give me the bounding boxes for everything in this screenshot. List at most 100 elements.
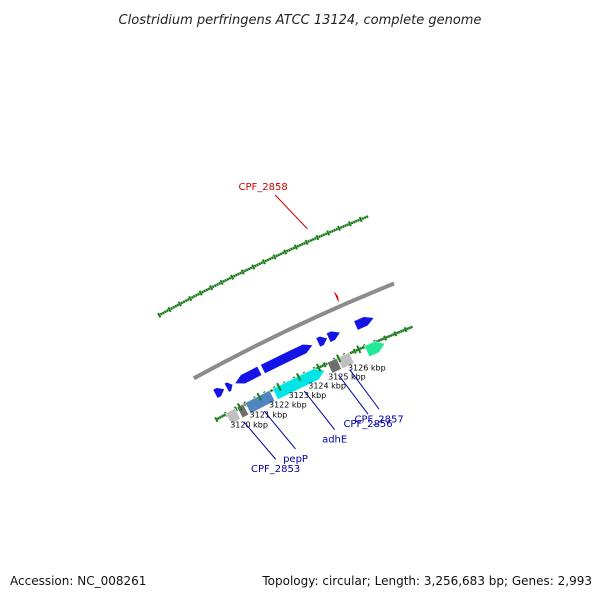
outer-ring-mark (283, 249, 288, 255)
outer-ring-mark (290, 247, 294, 251)
outer-ring-mark (285, 249, 289, 253)
outer-ring-mark (197, 292, 201, 296)
kbp-tick (256, 392, 262, 401)
inner-ring-mark (218, 415, 222, 419)
pepp-label: pepP (283, 454, 308, 465)
outer-ring-mark (304, 239, 309, 246)
outer-ring-mark (226, 277, 230, 281)
outer-ring-mark (219, 279, 224, 286)
outer-ring-mark (311, 237, 315, 242)
inner-ring-mark (381, 337, 385, 341)
outer-ring-mark (222, 279, 226, 283)
outer-ring-mark (228, 276, 232, 280)
kbp-tick (356, 345, 362, 354)
outer-ring-mark (237, 272, 240, 276)
outer-ring-mark (324, 232, 328, 236)
inner-ring-mark (383, 335, 388, 341)
outer-ring-mark (277, 253, 281, 257)
kbp-label: 3122 kbp (269, 401, 307, 410)
outer-ring-mark (245, 268, 249, 272)
outer-ring-mark (258, 262, 262, 266)
outer-ring-mark (174, 304, 178, 308)
gene-cpf-2857-cog-arrow (337, 352, 355, 370)
inner-ring-mark (322, 362, 327, 368)
cpf-2857-label: CPF_2857 (355, 414, 404, 425)
inner-ring-mark (349, 351, 353, 355)
inner-ring-mark (395, 331, 399, 335)
gene-cpf-2858-trna-arrow (333, 291, 340, 303)
inner-ring-mark (387, 334, 391, 338)
inner-ring-mark (385, 335, 389, 339)
gene-unnamed-cog-arrow (364, 341, 386, 358)
inner-ring-mark (397, 330, 401, 334)
outer-ring-mark (243, 269, 247, 273)
inner-ring-mark (406, 327, 409, 331)
outer-ring-mark (335, 227, 339, 231)
gene-cpf-2856-cds-arrow (315, 335, 328, 348)
outer-ring-mark (352, 220, 356, 224)
kbp-tick (316, 363, 322, 372)
outer-ring-mark (270, 256, 274, 260)
outer-ring-mark (256, 263, 259, 267)
kbp-label: 3125 kbp (328, 373, 366, 382)
outer-ring-mark (184, 299, 188, 303)
map-title: Clostridium perfringens ATCC 13124, comp… (119, 13, 482, 28)
outer-ring-mark (239, 271, 243, 275)
outer-ring-mark (264, 259, 268, 263)
outer-ring-mark (279, 252, 283, 256)
kbp-tick (276, 382, 282, 391)
outer-ring-mark (218, 281, 221, 286)
accession-text: Accession: NC_008261 (10, 574, 147, 588)
backbone-ring (192, 281, 395, 381)
inner-ring-mark (391, 333, 395, 337)
outer-ring-mark (207, 287, 211, 291)
outer-ring-mark (253, 264, 257, 268)
outer-ring-mark (161, 311, 165, 315)
inner-ring-mark (325, 362, 329, 366)
outer-ring-mark (333, 228, 337, 232)
cpf-2853-label: CPF_2853 (251, 464, 300, 475)
inner-ring-mark (389, 333, 393, 338)
outer-ring-mark (357, 218, 360, 222)
outer-ring-mark (266, 258, 270, 262)
outer-ring-mark (347, 221, 352, 227)
outer-ring-mark (195, 293, 198, 297)
outer-ring-mark (209, 285, 214, 291)
feature-arrows (212, 291, 386, 425)
outer-ring-mark (188, 295, 193, 302)
outer-ring-mark (176, 303, 180, 307)
outer-ring-mark (192, 294, 196, 298)
outer-ring-mark (224, 278, 228, 282)
kbp-label: 3120 kbp (230, 421, 268, 430)
inner-ring-mark (220, 414, 224, 418)
outer-ring-mark (365, 215, 369, 219)
outer-ring-mark (205, 288, 209, 292)
outer-ring-mark (268, 257, 272, 261)
outer-ring-mark (293, 244, 298, 250)
outer-ring-mark (363, 216, 367, 220)
outer-ring-mark (298, 243, 302, 247)
outer-ring-mark (272, 254, 277, 260)
outer-ring-mark (358, 216, 363, 223)
inner-ring-mark (214, 416, 219, 423)
gene-cpf-2853-cds-arrow (212, 387, 226, 399)
outer-ring-mark (288, 248, 291, 252)
inner-ring-mark (321, 364, 325, 368)
inner-ring-mark (355, 348, 359, 352)
genome-summary-text: Topology: circular; Length: 3,256,683 bp… (262, 574, 592, 588)
outer-ring-mark (198, 290, 203, 296)
backbone-arc (192, 281, 395, 381)
inner-ring-mark (216, 416, 220, 421)
outer-ring-mark (240, 269, 245, 275)
cpf-2856-leader-line (338, 374, 369, 415)
outer-ring-mark (309, 238, 313, 242)
cpf-2857-leader-line (349, 369, 380, 410)
outer-ring-mark (315, 234, 320, 241)
outer-ring-mark (180, 301, 184, 305)
outer-ring-mark (344, 224, 347, 228)
outer-ring-mark (307, 239, 311, 243)
outer-ring-mark (275, 254, 279, 258)
